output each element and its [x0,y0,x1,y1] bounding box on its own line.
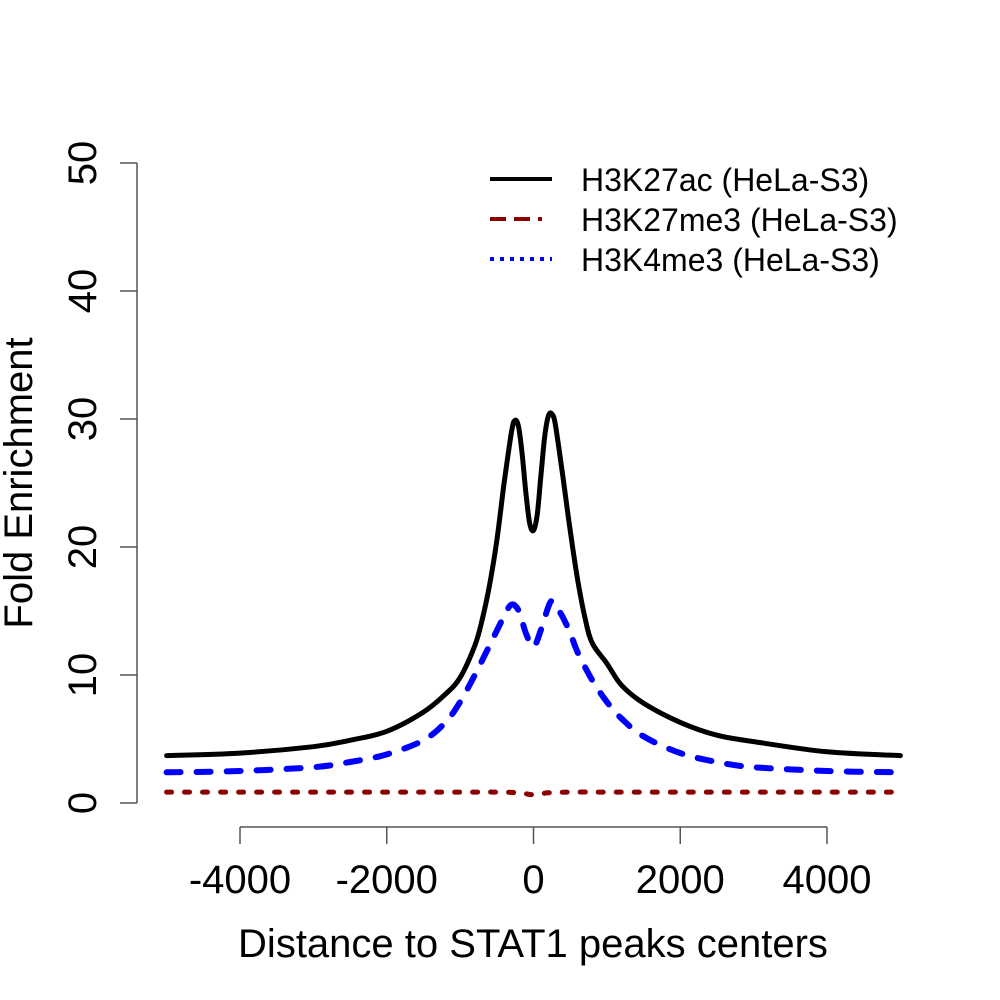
x-tick-label: 2000 [636,858,725,902]
x-tick-label: -2000 [336,858,438,902]
y-tick-label: 40 [61,269,105,314]
legend-label-h3k27me3: H3K27me3 (HeLa-S3) [581,202,898,238]
x-tick-label: -4000 [189,858,291,902]
y-tick-label: 20 [61,525,105,570]
y-tick-label: 10 [61,653,105,698]
series-line-h3k27me3 [164,789,903,798]
y-tick-label: 30 [61,397,105,442]
series-line-h3k4me3 [163,597,904,776]
y-axis-label: Fold Enrichment [0,337,41,628]
legend-label-h3k4me3: H3K4me3 (HeLa-S3) [581,242,880,278]
y-axis: 0 10 20 30 40 50 [61,141,138,814]
series-line-h3k27ac [164,410,903,759]
x-tick-label: 4000 [783,858,872,902]
x-tick-label: 0 [522,858,544,902]
y-tick-label: 50 [61,141,105,186]
legend-label-h3k27ac: H3K27ac (HeLa-S3) [581,162,869,198]
y-tick-label: 0 [61,792,105,814]
series-layer [163,410,904,798]
x-axis-label: Distance to STAT1 peaks centers [238,922,828,966]
x-axis: -4000 -2000 0 2000 4000 [189,826,872,902]
legend: H3K27ac (HeLa-S3) H3K27me3 (HeLa-S3) H3K… [490,162,898,278]
